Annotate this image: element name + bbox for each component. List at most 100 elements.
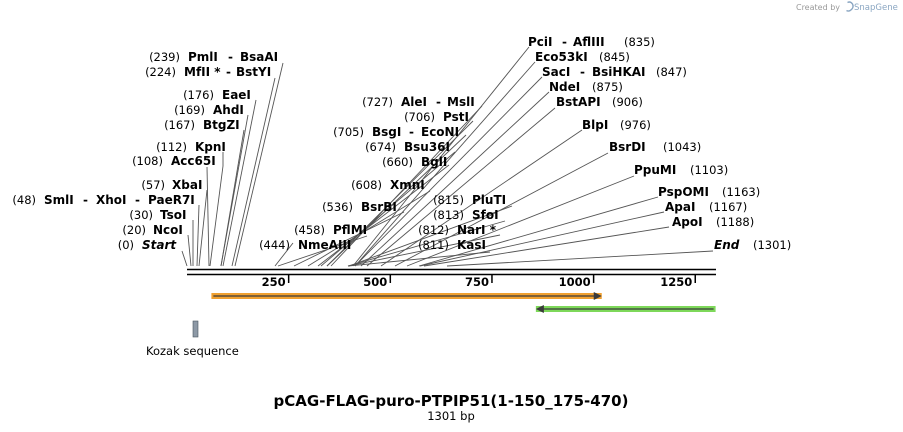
site-label-name: Acc65I [171,154,216,168]
site-label-name: ApoI [672,215,703,229]
site-label-name: PciI [528,35,553,49]
site-label-name: SacI [542,65,570,79]
leader-line-nmeaiii [274,242,294,267]
arrow-head-icon [535,305,544,313]
site-label-position: (57) [141,178,165,192]
site-label-name: EaeI [222,88,251,102]
site-label-name: BsiHKAI [592,65,646,79]
site-label-position: (239) [149,50,180,64]
site-label-separator: - [436,95,441,109]
leader-line-pluti [348,205,513,267]
ruler-tick-label: 750 [465,275,489,289]
ruler-ticks: 250 500 750 1000 1250 [262,275,697,289]
sequence-ruler [187,268,716,276]
site-label-position: (169) [174,103,205,117]
site-label-position: (811) [418,238,449,252]
leader-line-kasi [347,251,491,267]
site-label-position: (727) [362,95,393,109]
leader-line-blpi [380,129,583,267]
site-label-name: PpuMI [634,163,676,177]
site-label-name: Eco53kI [535,50,588,64]
site-label-position: (1167) [709,200,747,214]
site-label-name: PluTI [472,193,506,207]
site-label-separator: - [228,50,233,64]
site-label-name: BsaAI [240,50,278,64]
leader-line-mfli [231,77,276,267]
leader-line-acc65i [206,166,210,267]
site-label-position: (20) [122,223,146,237]
site-label-name: BglI [421,155,447,169]
leader-line-alei [330,105,483,267]
site-label-name: XmnI [390,178,425,192]
site-label-position: (976) [620,118,651,132]
site-label-name: KasI [457,238,486,252]
leader-line-ndei [360,91,550,267]
leader-line-ahdi [220,114,249,267]
site-label-position: (813) [433,208,464,222]
site-label-name: AflIII [573,35,605,49]
map-title: pCAG-FLAG-puro-PTPIP51(1-150_175-470) [274,392,629,410]
site-label-name: EcoNI [421,125,459,139]
ruler-tick-label: 250 [262,275,286,289]
site-label-position: (608) [351,178,382,192]
site-label-name: BlpI [582,118,608,132]
site-label-name: TsoI [160,208,186,222]
site-label-name: PspOMI [658,185,709,199]
leader-line-pcii [352,46,530,267]
site-label-position: (812) [418,223,449,237]
leader-line-smli [196,204,200,267]
site-label-position: (30) [129,208,153,222]
site-label-name: Bsu36I [404,140,450,154]
site-label-position: (224) [145,65,176,79]
leader-line-start [181,250,188,267]
site-label-name: PstI [443,110,469,124]
site-label-name: End [714,238,740,252]
site-label-position: (444) [259,238,290,252]
feature-track [192,292,716,338]
kozak-sequence-label: Kozak sequence [146,344,239,358]
site-label-name: BsgI [372,125,401,139]
leader-line-saci [354,76,543,267]
site-label-name: PaeR7I [148,193,195,207]
leader-line-apoi [423,226,670,267]
site-label-position: (815) [433,193,464,207]
leader-line-bsgi [326,134,467,267]
site-label-name: PmlI [188,50,218,64]
site-label-position: (705) [333,125,364,139]
leader-lines [181,46,714,267]
site-label-position: (660) [382,155,413,169]
site-label-position: (875) [592,80,623,94]
map-length: 1301 bp [427,409,475,423]
kozak-sequence-marker [192,320,199,338]
leader-line-xbai [198,189,208,267]
leader-line-ppumi [406,175,635,267]
site-label-position: (108) [132,154,163,168]
site-label-name: MslI [447,95,475,109]
site-label-name: BsrDI [609,140,646,154]
site-label-separator: - [135,193,140,207]
leader-line-eco53ki [354,61,536,267]
site-label-position: (1103) [690,163,728,177]
site-label-position: (536) [322,200,353,214]
leader-line-ncoi [187,234,192,267]
site-label-position: (835) [624,35,655,49]
site-label-position: (1163) [722,185,760,199]
leader-line-bstapi [366,107,556,267]
leader-line-bgli [317,164,450,267]
site-label-position: (845) [599,50,630,64]
site-label-separator: - [409,125,414,139]
site-label-position: (458) [294,223,325,237]
site-label-name: ApaI [665,200,695,214]
site-label-separator: - [226,65,231,79]
site-label-name: KpnI [195,140,226,154]
site-label-name: NmeAIII [298,238,351,252]
site-label-group: (0) Start (20) NcoI (30) TsoI (48) SmlI … [12,35,791,252]
arrow-head-icon [593,292,602,300]
ruler-tick-label: 1250 [660,275,692,289]
site-label-position: (48) [12,193,36,207]
site-label-position: (847) [656,65,687,79]
leader-line-kpni [209,152,224,267]
site-label-name: PflMI [333,223,367,237]
snapgene-logo-icon [846,1,854,12]
site-label-name: XbaI [172,178,202,192]
